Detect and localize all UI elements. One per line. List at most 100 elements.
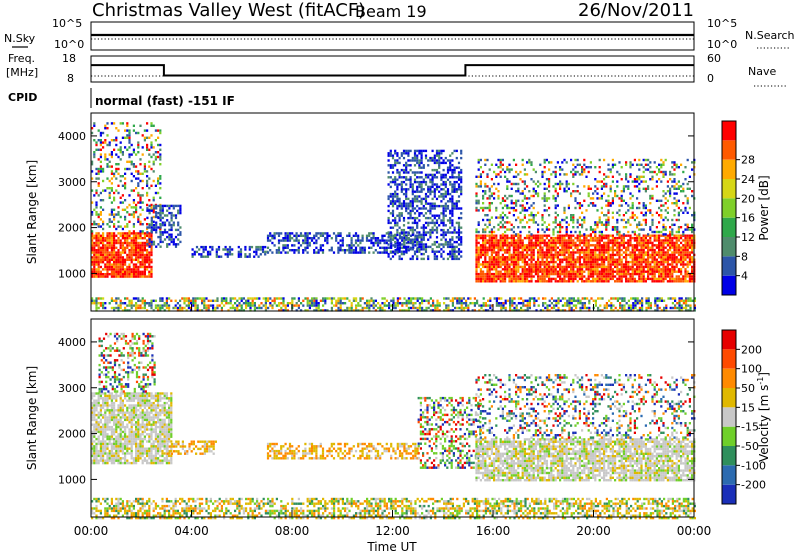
echo-cell	[552, 197, 555, 200]
echo-cell	[530, 239, 533, 242]
echo-cell	[159, 304, 162, 307]
echo-cell	[148, 302, 151, 305]
echo-cell	[578, 173, 581, 176]
echo-cell	[130, 206, 133, 209]
echo-cell	[556, 161, 559, 164]
echo-cell	[110, 201, 113, 204]
echo-cell	[543, 170, 546, 174]
echo-cell	[501, 260, 504, 264]
echo-cell	[642, 241, 645, 245]
echo-cell	[625, 163, 628, 166]
echo-cell	[449, 183, 452, 186]
echo-cell	[682, 253, 685, 257]
echo-cell	[603, 158, 606, 162]
echo-cell	[647, 272, 650, 276]
echo-cell	[455, 250, 458, 253]
echo-cell	[135, 165, 138, 168]
echo-cell	[651, 246, 654, 249]
echo-cell	[545, 178, 548, 181]
echo-cell	[139, 263, 142, 266]
echo-cell	[567, 248, 570, 252]
echo-cell	[108, 241, 111, 245]
echo-cell	[688, 241, 691, 245]
echo-cell	[504, 277, 507, 281]
echo-cell	[660, 260, 663, 264]
echo-cell	[642, 202, 645, 205]
echo-cell	[104, 127, 107, 130]
echo-cell	[354, 239, 358, 242]
echo-cell	[554, 199, 557, 202]
echo-cell	[576, 248, 579, 252]
echo-cell	[95, 206, 98, 209]
echo-cell	[110, 122, 113, 125]
echo-cell	[226, 253, 229, 256]
echo-cell	[528, 263, 531, 266]
echo-cell	[438, 152, 441, 155]
echo-cell	[658, 275, 661, 278]
echo-cell	[512, 277, 515, 281]
echo-cell	[627, 277, 630, 281]
echo-cell	[409, 212, 412, 215]
echo-cell	[501, 163, 504, 166]
echo-cell	[512, 251, 515, 254]
echo-cell	[603, 256, 606, 259]
echo-cell	[658, 230, 661, 234]
echo-cell	[563, 272, 566, 276]
echo-cell	[620, 275, 623, 278]
echo-cell	[150, 249, 153, 252]
echo-cell	[405, 238, 408, 241]
echo-cell	[532, 253, 535, 257]
echo-cell	[396, 197, 399, 201]
echo-cell	[291, 237, 294, 240]
echo-cell	[477, 263, 480, 266]
echo-cell	[174, 214, 178, 217]
echo-cell	[605, 280, 608, 283]
echo-cell	[161, 297, 164, 300]
echo-cell	[402, 164, 406, 167]
echo-cell	[633, 244, 636, 247]
echo-cell	[603, 246, 606, 249]
echo-cell	[552, 256, 555, 259]
echo-cell	[104, 256, 107, 259]
echo-cell	[154, 215, 157, 219]
echo-cell	[379, 251, 382, 254]
echo-cell	[607, 218, 610, 222]
echo-cell	[119, 304, 122, 307]
echo-cell	[521, 239, 524, 242]
echo-cell	[148, 265, 151, 269]
echo-cell	[440, 188, 443, 191]
echo-cell	[534, 260, 537, 264]
echo-cell	[135, 302, 138, 305]
echo-cell	[548, 234, 551, 237]
echo-cell	[653, 161, 656, 164]
echo-cell	[598, 234, 601, 237]
echo-cell	[224, 245, 227, 249]
echo-cell	[680, 280, 683, 283]
echo-cell	[451, 159, 454, 162]
echo-cell	[350, 251, 353, 254]
echo-cell	[93, 223, 96, 226]
echo-cell	[655, 258, 658, 261]
echo-cell	[684, 272, 687, 276]
echo-cell	[429, 221, 432, 225]
echo-cell	[636, 180, 639, 183]
echo-cell	[636, 258, 639, 261]
echo-cell	[482, 253, 485, 257]
echo-cell	[137, 258, 140, 261]
echo-cell	[587, 270, 590, 273]
echo-cell	[482, 260, 485, 264]
echo-cell	[550, 268, 553, 271]
echo-cell	[563, 173, 566, 176]
echo-cell	[130, 249, 133, 252]
echo-cell	[148, 165, 151, 168]
echo-cell	[104, 246, 107, 249]
echo-cell	[148, 234, 151, 237]
echo-cell	[537, 239, 540, 242]
echo-cell	[609, 248, 612, 252]
echo-cell	[598, 277, 601, 281]
echo-cell	[655, 166, 658, 169]
echo-cell	[638, 239, 641, 242]
echo-cell	[146, 209, 149, 212]
echo-cell	[429, 202, 432, 205]
echo-cell	[391, 209, 395, 213]
